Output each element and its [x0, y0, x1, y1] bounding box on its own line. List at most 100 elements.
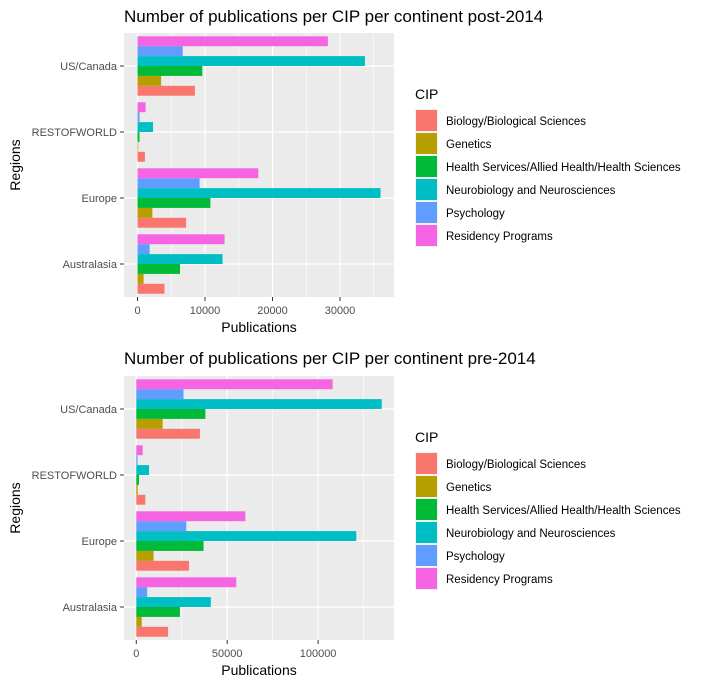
legend-label: Psychology: [446, 551, 505, 563]
bar: [136, 607, 180, 617]
bars: [136, 379, 382, 637]
legend-label: Psychology: [446, 208, 505, 220]
bar: [137, 36, 328, 47]
bar: [137, 112, 140, 123]
y-tick-label: RESTOFWORLD: [32, 127, 117, 139]
y-axis-title: Regions: [7, 482, 23, 533]
bar: [136, 389, 184, 400]
legend-label: Residency Programs: [446, 231, 553, 243]
legend-swatch: [416, 522, 437, 543]
legend-swatch: [416, 202, 437, 223]
bar: [136, 465, 149, 475]
x-axis-title: Publications: [221, 319, 297, 335]
bar: [137, 151, 145, 162]
legend-swatch: [416, 499, 437, 520]
legend-label: Health Services/Allied Health/Health Sci…: [446, 162, 681, 174]
legend-label: Neurobiology and Neurosciences: [446, 185, 616, 197]
bar: [136, 484, 138, 495]
bar: [137, 198, 211, 208]
bar: [137, 141, 139, 152]
legend: CIP Biology/Biological Sciences Genetics…: [415, 86, 681, 247]
bar: [137, 168, 259, 179]
y-tick-label: US/Canada: [60, 61, 118, 73]
x-tick-labels: 0 10000 20000 30000: [134, 297, 355, 317]
legend-swatch: [416, 545, 437, 566]
chart-post-2014: Number of publications per CIP per conti…: [7, 7, 681, 335]
bar: [137, 56, 365, 66]
bar: [136, 550, 154, 561]
x-tick-labels: 0 50000 100000: [133, 640, 336, 660]
legend-label: Biology/Biological Sciences: [446, 116, 586, 128]
bar: [136, 455, 138, 466]
y-tick-label: Australasia: [63, 259, 118, 271]
legend-swatch: [416, 133, 437, 154]
y-axis-title: Regions: [7, 139, 23, 190]
y-tick-labels: US/Canada RESTOFWORLD Europe Australasia: [32, 61, 124, 271]
bar: [136, 418, 163, 429]
bar: [136, 399, 382, 409]
x-tick-label: 0: [133, 648, 139, 660]
bar: [136, 541, 204, 551]
plot-panel: [124, 376, 394, 640]
bar: [137, 254, 223, 264]
legend-swatch: [416, 156, 437, 177]
bar: [137, 66, 203, 76]
legend-keys: [415, 109, 438, 247]
bar: [137, 75, 162, 86]
legend-swatch: [416, 179, 437, 200]
bar: [137, 188, 381, 198]
bar: [137, 207, 153, 218]
bar: [137, 273, 144, 284]
bar: [137, 46, 183, 57]
bar: [136, 494, 146, 505]
bar: [137, 85, 195, 96]
bar: [136, 409, 206, 419]
legend: CIP Biology/Biological Sciences Genetics…: [415, 429, 681, 590]
legend-label: Biology/Biological Sciences: [446, 459, 586, 471]
bar: [136, 531, 357, 541]
legend-swatch: [416, 110, 437, 131]
x-axis-title: Publications: [221, 662, 297, 678]
bar: [136, 445, 143, 456]
bar: [136, 379, 333, 390]
legend-title: CIP: [415, 429, 438, 445]
bar: [137, 102, 146, 113]
bar: [136, 597, 211, 607]
bar: [136, 560, 189, 571]
legend-label: Genetics: [446, 482, 492, 494]
bar: [136, 587, 148, 598]
x-tick-label: 30000: [325, 305, 356, 317]
legend-label: Health Services/Allied Health/Health Sci…: [446, 505, 681, 517]
legend-label: Neurobiology and Neurosciences: [446, 528, 616, 540]
plot-panel: [124, 33, 394, 297]
bar: [137, 234, 225, 245]
legend-title: CIP: [415, 86, 438, 102]
y-tick-label: Europe: [82, 536, 117, 548]
bar: [137, 283, 165, 294]
legend-keys: [415, 452, 438, 590]
chart-pre-2014: Number of publications per CIP per conti…: [7, 349, 681, 678]
chart-title: Number of publications per CIP per conti…: [124, 349, 536, 368]
x-tick-label: 50000: [212, 648, 243, 660]
legend-swatch: [416, 568, 437, 589]
x-tick-label: 10000: [190, 305, 221, 317]
bar: [137, 178, 200, 189]
x-tick-label: 0: [134, 305, 140, 317]
y-tick-labels: US/Canada RESTOFWORLD Europe Australasia: [32, 404, 124, 614]
bar: [136, 428, 200, 439]
legend-swatch: [416, 453, 437, 474]
y-tick-label: RESTOFWORLD: [32, 470, 117, 482]
bar: [137, 132, 140, 142]
chart-title: Number of publications per CIP per conti…: [124, 7, 543, 26]
bar: [137, 264, 181, 274]
legend-swatch: [416, 225, 437, 246]
bar: [137, 122, 154, 132]
x-tick-label: 20000: [257, 305, 288, 317]
bar: [137, 244, 150, 255]
legend-label: Genetics: [446, 139, 492, 151]
bar: [136, 616, 142, 627]
y-tick-label: Australasia: [63, 602, 118, 614]
x-tick-label: 100000: [300, 648, 337, 660]
bar: [136, 475, 139, 485]
